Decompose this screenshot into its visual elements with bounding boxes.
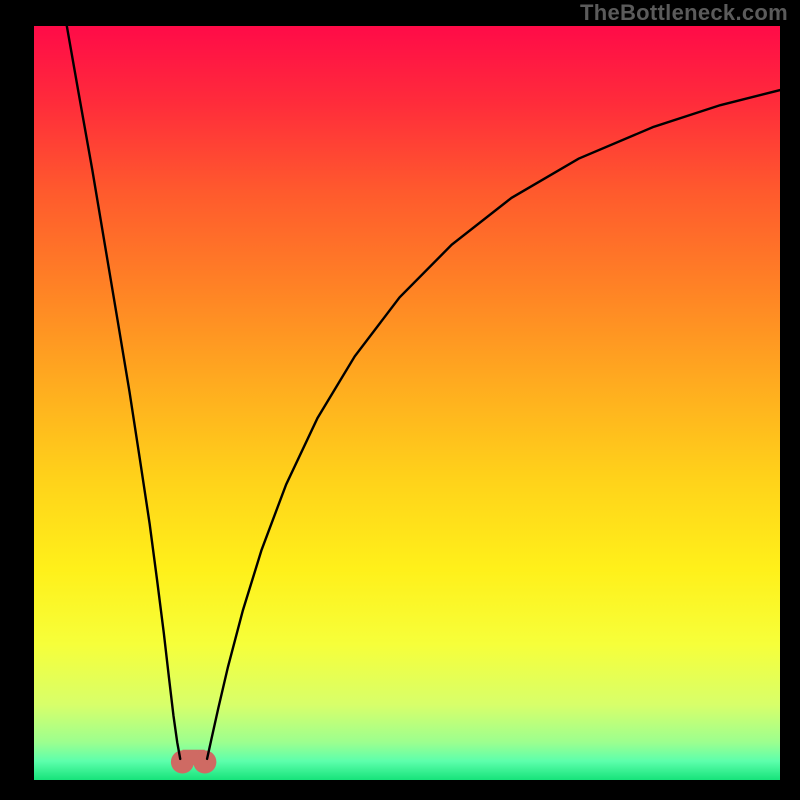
plot-svg bbox=[34, 26, 780, 780]
chart-root: { "watermark": { "text": "TheBottleneck.… bbox=[0, 0, 800, 800]
bottleneck-marker-left bbox=[171, 750, 194, 773]
chart-frame bbox=[0, 0, 800, 800]
watermark-text: TheBottleneck.com bbox=[580, 0, 788, 26]
plot-area bbox=[34, 26, 780, 780]
gradient-background bbox=[34, 26, 780, 780]
bottleneck-marker-right bbox=[193, 750, 216, 773]
